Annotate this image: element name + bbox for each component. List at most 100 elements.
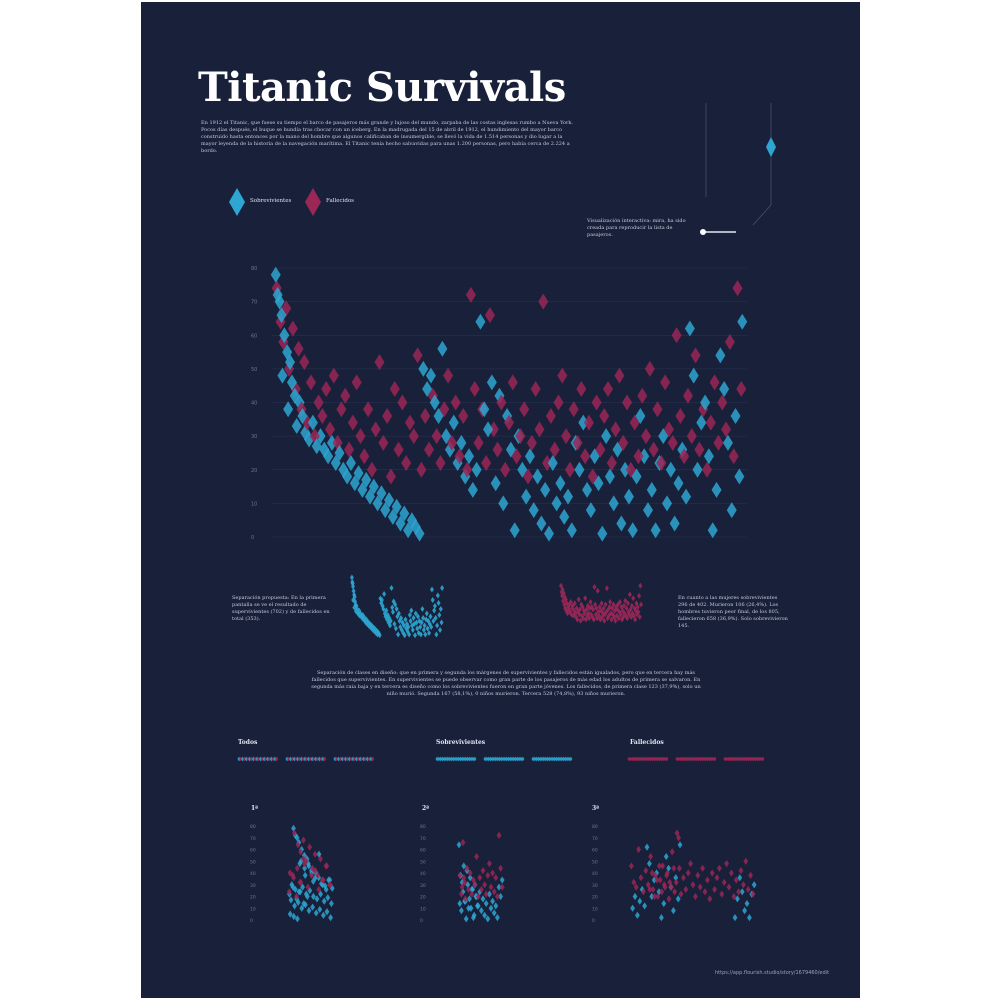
split-survived-chart [349, 574, 445, 639]
data-point-died [534, 421, 545, 438]
data-point-died [412, 347, 423, 364]
slider-handle[interactable] [700, 229, 706, 235]
strip-point [713, 756, 717, 762]
panel-tick-label: 0 [420, 918, 423, 924]
panel-tick-label: 80 [250, 824, 256, 830]
split-point-died [629, 602, 634, 609]
data-point-died [336, 401, 347, 418]
data-point-died [580, 448, 591, 465]
data-point-survived [326, 434, 337, 451]
split-point-survived [418, 624, 423, 630]
class-point-survived [302, 864, 307, 872]
strip-point [538, 756, 542, 762]
strip-point [237, 756, 241, 762]
strip-point [707, 756, 711, 762]
strip-point [312, 756, 316, 762]
strip-point [629, 756, 633, 762]
strip-point [321, 756, 325, 762]
split-point-died [624, 605, 629, 612]
split-point-survived [418, 631, 423, 638]
class-point-survived [287, 910, 293, 918]
class-point-died [309, 871, 314, 879]
strip-point [562, 756, 566, 762]
strip-point [558, 756, 562, 762]
strip-point [464, 756, 468, 762]
strip-point [242, 756, 246, 762]
data-point-survived [502, 407, 513, 424]
data-point-died [732, 280, 743, 297]
strip-point [542, 756, 546, 762]
class-point-survived [294, 834, 300, 842]
main-scatter-chart: 0 10 20 30 40 50 60 70 80 [251, 266, 748, 542]
data-point-died [359, 448, 370, 465]
class-point-died [659, 888, 665, 896]
strip-point [466, 756, 470, 762]
data-point-died [492, 441, 503, 458]
strip-point [319, 756, 323, 762]
data-point-died [568, 401, 579, 418]
data-point-died [629, 414, 640, 431]
data-point-survived [707, 522, 718, 539]
class-point-died [294, 864, 300, 872]
strip-point [632, 756, 636, 762]
widget-marker-icon[interactable] [766, 137, 776, 157]
class-point-survived [647, 860, 652, 868]
split-point-survived [413, 610, 418, 617]
split-point-survived [352, 594, 357, 600]
class-point-died [475, 892, 481, 901]
split-point-survived [416, 630, 421, 636]
data-point-survived [418, 360, 429, 377]
class-point-survived [475, 902, 480, 910]
data-point-survived [608, 495, 619, 512]
data-point-survived [330, 455, 341, 472]
y-tick-label: 10 [251, 501, 257, 507]
strip-point [260, 756, 264, 762]
data-point-survived [616, 515, 627, 532]
data-point-survived [444, 441, 455, 458]
data-point-survived [448, 414, 459, 431]
class-point-died [629, 862, 634, 870]
split-point-survived [399, 615, 404, 621]
split-point-died [576, 596, 581, 603]
class-point-died [662, 883, 668, 891]
split-point-died [587, 605, 592, 612]
split-point-survived [423, 631, 428, 638]
class-point-survived [479, 907, 484, 915]
strip-point [460, 756, 464, 762]
split-point-died [615, 606, 620, 613]
panel-tick-label: 60 [250, 848, 256, 854]
class-point-died [672, 888, 677, 896]
strip-point [317, 756, 321, 762]
data-point-died [618, 434, 629, 451]
split-point-survived [420, 606, 425, 612]
class-point-survived [323, 885, 329, 894]
strip-point [709, 756, 713, 762]
strip-point [266, 756, 270, 762]
split-point-survived [371, 624, 376, 631]
class-point-survived [747, 914, 752, 922]
class-point-died [320, 876, 325, 884]
split-point-died [595, 615, 600, 622]
data-point-survived [291, 418, 302, 435]
class-point-died [657, 876, 663, 884]
split-point-survived [365, 618, 370, 625]
split-point-died [606, 612, 611, 619]
split-point-survived [401, 630, 406, 636]
interactive-widget[interactable] [691, 97, 781, 247]
split-point-survived [428, 613, 433, 620]
split-point-died [574, 614, 579, 620]
class-point-survived [491, 909, 497, 917]
split-point-survived [427, 630, 432, 636]
data-point-survived [286, 374, 297, 391]
split-point-died [585, 602, 590, 609]
data-point-survived [623, 488, 634, 505]
panel-tick-label: 0 [250, 918, 253, 924]
class-point-died [312, 867, 318, 875]
strip-point [471, 756, 475, 762]
strip-point [453, 756, 457, 762]
data-point-died [293, 340, 304, 357]
class-point-survived [313, 874, 318, 882]
split-point-died [591, 606, 596, 613]
class-point-survived [673, 874, 679, 882]
split-point-died [579, 612, 584, 619]
